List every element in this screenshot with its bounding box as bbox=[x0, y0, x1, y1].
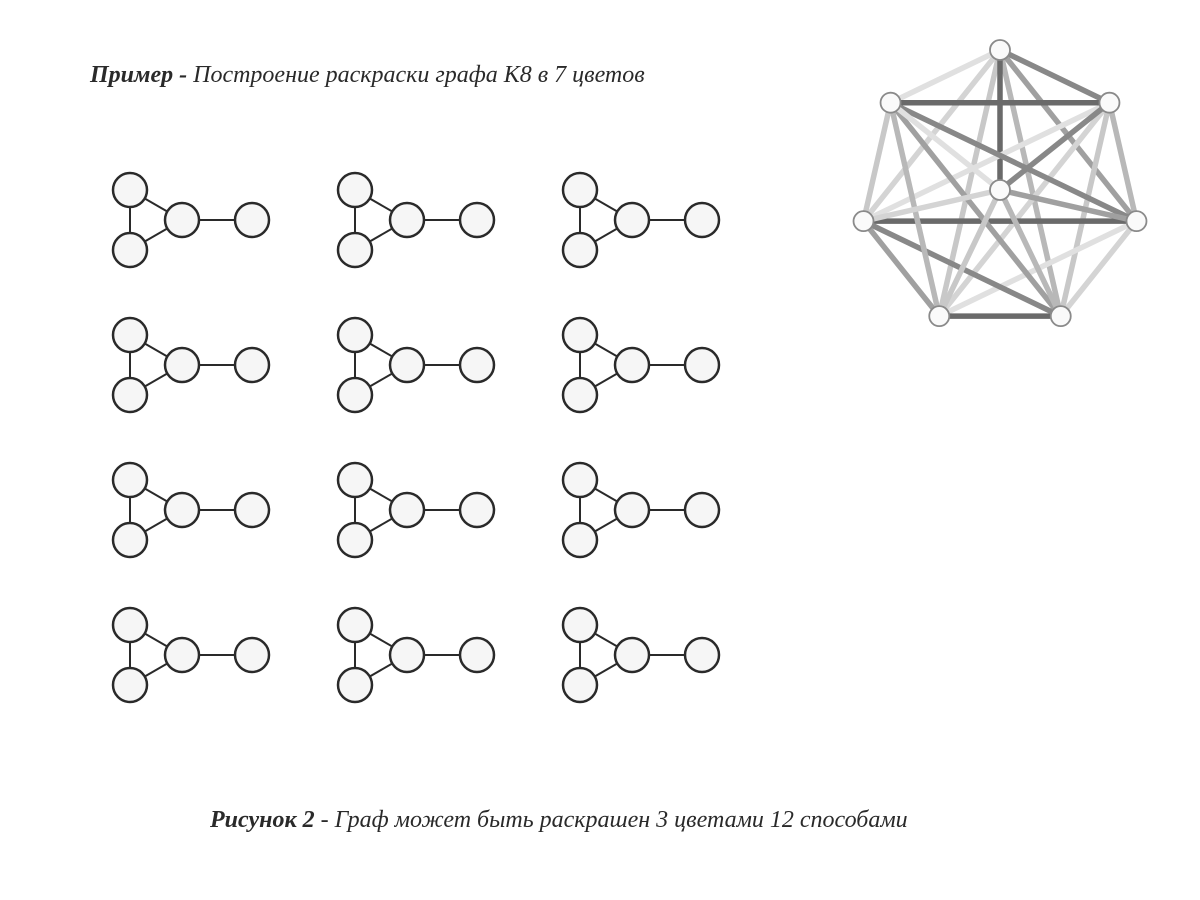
graph-node bbox=[563, 318, 597, 352]
small-graph-svg bbox=[100, 460, 275, 565]
k8-node bbox=[881, 93, 901, 113]
graph-node bbox=[460, 203, 494, 237]
k8-node bbox=[990, 40, 1010, 60]
graph-node bbox=[390, 638, 424, 672]
k8-node bbox=[854, 211, 874, 231]
graph-node bbox=[113, 523, 147, 557]
graph-node bbox=[113, 668, 147, 702]
graph-node bbox=[338, 378, 372, 412]
graph-node bbox=[113, 608, 147, 642]
graph-node bbox=[338, 318, 372, 352]
graph-node bbox=[615, 493, 649, 527]
small-graph-svg bbox=[100, 605, 275, 710]
graph-node bbox=[460, 638, 494, 672]
k8-node bbox=[990, 180, 1010, 200]
graph-node bbox=[563, 523, 597, 557]
small-graph-svg bbox=[550, 170, 725, 275]
k8-node bbox=[1099, 93, 1119, 113]
graph-node bbox=[165, 203, 199, 237]
k8-node bbox=[1051, 306, 1071, 326]
k8-svg bbox=[825, 30, 1175, 350]
graph-node bbox=[615, 203, 649, 237]
caption-rest: - Граф может быть раскрашен 3 цветами 12… bbox=[315, 807, 908, 833]
graph-node bbox=[235, 638, 269, 672]
graph-node bbox=[113, 318, 147, 352]
k8-complete-graph bbox=[825, 30, 1175, 355]
small-graph-svg bbox=[325, 315, 500, 420]
graph-node bbox=[563, 608, 597, 642]
k8-edge bbox=[891, 50, 1000, 103]
graph-node bbox=[338, 173, 372, 207]
graph-node bbox=[563, 173, 597, 207]
graph-node bbox=[615, 348, 649, 382]
graph-node bbox=[390, 203, 424, 237]
graph-node bbox=[460, 493, 494, 527]
graph-node bbox=[165, 348, 199, 382]
graph-node bbox=[338, 463, 372, 497]
small-graph-instance bbox=[550, 460, 725, 570]
graph-node bbox=[113, 463, 147, 497]
graph-node bbox=[390, 348, 424, 382]
graph-node bbox=[685, 493, 719, 527]
k8-node bbox=[929, 306, 949, 326]
small-graph-svg bbox=[325, 605, 500, 710]
caption-bold: Рисунок 2 bbox=[210, 807, 315, 833]
graph-node bbox=[113, 233, 147, 267]
graph-node bbox=[338, 233, 372, 267]
title-rest: Построение раскраски графа К8 в 7 цветов bbox=[193, 62, 645, 88]
small-graph-instance bbox=[550, 170, 725, 280]
small-graph-instance bbox=[100, 605, 275, 715]
small-graph-instance bbox=[325, 170, 500, 280]
small-graph-instance bbox=[325, 460, 500, 570]
graph-node bbox=[563, 378, 597, 412]
small-graph-instance bbox=[550, 605, 725, 715]
graph-node bbox=[338, 668, 372, 702]
graph-node bbox=[338, 523, 372, 557]
small-graph-instance bbox=[100, 170, 275, 280]
small-graph-svg bbox=[550, 315, 725, 420]
graph-node bbox=[685, 638, 719, 672]
graph-node bbox=[563, 668, 597, 702]
graph-node bbox=[563, 463, 597, 497]
small-graph-svg bbox=[325, 170, 500, 275]
graph-node bbox=[685, 348, 719, 382]
small-graph-instance bbox=[100, 460, 275, 570]
graph-node bbox=[615, 638, 649, 672]
title-bold: Пример - bbox=[90, 62, 193, 88]
graph-node bbox=[563, 233, 597, 267]
small-graph-instance bbox=[325, 605, 500, 715]
small-graph-svg bbox=[100, 315, 275, 420]
small-graph-svg bbox=[550, 605, 725, 710]
small-graph-instance bbox=[100, 315, 275, 425]
small-graph-svg bbox=[100, 170, 275, 275]
small-graph-svg bbox=[325, 460, 500, 565]
figure-title: Пример - Построение раскраски графа К8 в… bbox=[90, 62, 645, 89]
graph-node bbox=[235, 348, 269, 382]
graph-node bbox=[460, 348, 494, 382]
graph-node bbox=[235, 203, 269, 237]
graph-node bbox=[113, 378, 147, 412]
graph-node bbox=[338, 608, 372, 642]
k8-edge bbox=[1000, 50, 1109, 103]
graph-node bbox=[165, 493, 199, 527]
small-graph-instance bbox=[325, 315, 500, 425]
graph-node bbox=[685, 203, 719, 237]
graph-node bbox=[165, 638, 199, 672]
graph-node bbox=[390, 493, 424, 527]
graph-node bbox=[113, 173, 147, 207]
k8-node bbox=[1126, 211, 1146, 231]
figure-caption: Рисунок 2 - Граф может быть раскрашен 3 … bbox=[210, 807, 908, 834]
graph-node bbox=[235, 493, 269, 527]
small-graph-svg bbox=[550, 460, 725, 565]
small-graph-instance bbox=[550, 315, 725, 425]
